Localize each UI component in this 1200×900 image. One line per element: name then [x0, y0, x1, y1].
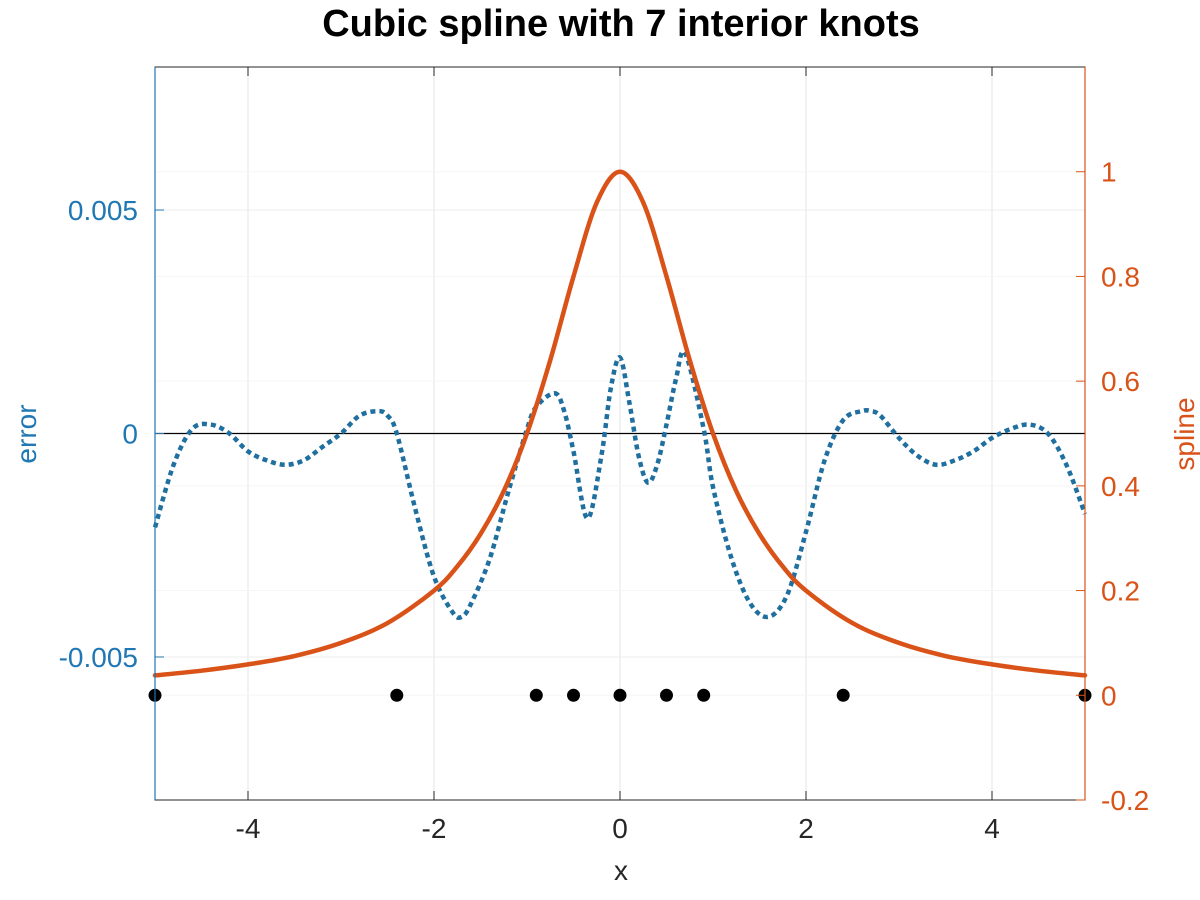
- x-axis-label: x: [614, 855, 628, 886]
- left-y-tick-label: -0.005: [59, 642, 138, 673]
- right-y-tick-label: 1: [1101, 157, 1117, 188]
- left-y-tick-label: 0.005: [68, 195, 138, 226]
- right-y-tick-label: 0.2: [1101, 576, 1140, 607]
- knot-point: [390, 688, 404, 702]
- spline-series-line: [152, 169, 1088, 678]
- x-tick-label: -4: [236, 813, 261, 844]
- x-tick-label: 4: [984, 813, 1000, 844]
- left-y-axis-label: error: [11, 404, 42, 463]
- knot-point: [613, 688, 627, 702]
- right-y-tick-label: -0.2: [1101, 785, 1149, 816]
- knot-point: [660, 688, 673, 702]
- chart-title: Cubic spline with 7 interior knots: [322, 3, 920, 45]
- right-y-tick-label: 0.4: [1101, 471, 1140, 502]
- knot-point: [529, 688, 543, 702]
- right-y-tick-label: 0: [1101, 680, 1117, 711]
- right-y-tick-label: 0.8: [1101, 261, 1140, 292]
- knot-point: [697, 688, 711, 702]
- tick-layer: -4 -2 0 2 4 -0.005 0 0.005 -0.2 0 0.2 0.4 0.6 0.8 1: [59, 67, 1149, 844]
- knot-point: [567, 688, 580, 702]
- left-y-tick-label: 0: [122, 419, 138, 450]
- right-y-tick-label: 0.6: [1101, 366, 1140, 397]
- x-tick-label: 0: [612, 813, 628, 844]
- series-layer: [152, 169, 1088, 678]
- x-tick-label: -2: [422, 813, 447, 844]
- x-tick-label: 2: [798, 813, 814, 844]
- right-y-axis-label: spline: [1169, 397, 1200, 470]
- knot-point: [836, 688, 850, 702]
